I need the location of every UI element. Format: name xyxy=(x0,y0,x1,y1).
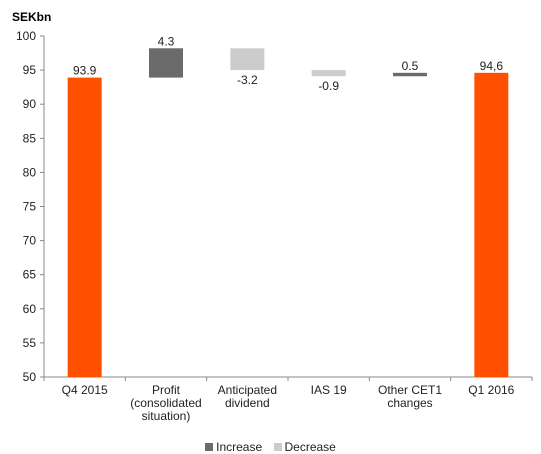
legend-label-increase: Increase xyxy=(216,440,263,454)
x-category-label: Q4 2015 xyxy=(62,383,108,397)
y-tick-label: 90 xyxy=(23,97,37,111)
y-tick-label: 75 xyxy=(23,200,37,214)
x-category-label: Anticipated xyxy=(218,383,277,397)
data-label: 4.3 xyxy=(158,34,175,48)
bar-decrease xyxy=(230,48,265,71)
x-category-label: Other CET1 xyxy=(378,383,442,397)
y-tick-label: 70 xyxy=(23,234,37,248)
bar-increase xyxy=(393,72,427,77)
x-category-label: Profit xyxy=(152,383,181,397)
x-category-label: (consolidated xyxy=(130,396,201,410)
x-category-label: situation) xyxy=(142,409,191,423)
bar-decrease xyxy=(311,70,346,77)
x-category-label: Q1 2016 xyxy=(468,383,514,397)
data-label: -0.9 xyxy=(318,79,339,93)
y-tick-label: 95 xyxy=(23,63,37,77)
legend-label-decrease: Decrease xyxy=(284,440,336,454)
legend-swatch-decrease xyxy=(273,443,282,451)
y-tick-label: 55 xyxy=(23,336,37,350)
y-axis-unit-label: SEKbn xyxy=(12,10,52,24)
y-tick-label: 60 xyxy=(23,302,37,316)
y-tick-label: 85 xyxy=(23,131,37,145)
legend-item-increase: Increase xyxy=(205,440,262,454)
y-tick-label: 100 xyxy=(16,29,36,43)
data-label: 93.9 xyxy=(73,64,97,78)
y-tick-label: 50 xyxy=(23,370,37,384)
chart-legend: Increase Decrease xyxy=(0,440,541,454)
y-tick-label: 65 xyxy=(23,268,37,282)
data-label: -3.2 xyxy=(237,73,258,87)
bar-total xyxy=(67,77,102,378)
data-label: 94,6 xyxy=(480,59,504,73)
x-category-label: dividend xyxy=(225,396,270,410)
y-tick-label: 80 xyxy=(23,165,37,179)
x-category-label: IAS 19 xyxy=(311,383,347,397)
legend-item-decrease: Decrease xyxy=(273,440,336,454)
x-category-label: changes xyxy=(387,396,432,410)
legend-swatch-increase xyxy=(205,443,214,451)
bar-total xyxy=(474,72,509,377)
data-label: 0.5 xyxy=(402,59,419,73)
bar-increase xyxy=(149,48,183,78)
